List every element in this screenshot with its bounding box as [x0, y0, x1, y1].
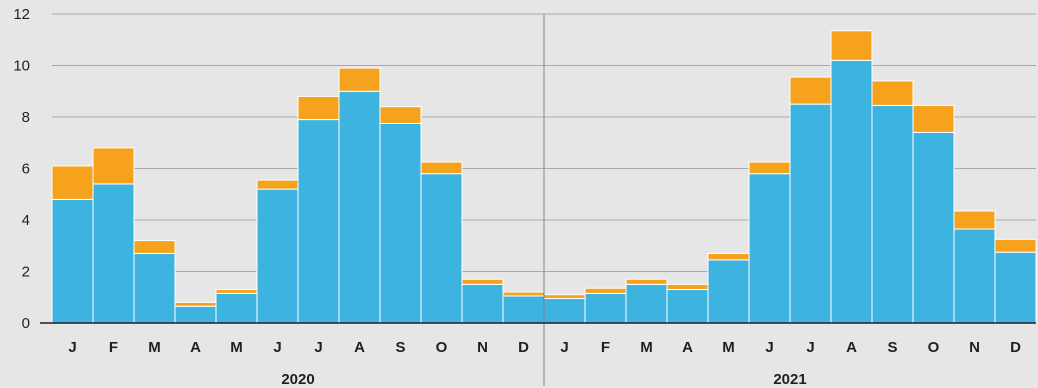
- y-tick-label: 8: [22, 109, 30, 126]
- month-label: M: [230, 339, 243, 356]
- bar-segment-series-0: [625, 283, 668, 324]
- month-label: J: [765, 339, 773, 356]
- bar-segment-series-0: [502, 295, 545, 324]
- bar-segment-series-1: [994, 238, 1037, 253]
- bar-segment-series-1: [420, 161, 463, 175]
- y-tick-label: 12: [13, 6, 30, 23]
- y-tick-label: 4: [22, 212, 30, 229]
- bar-segment-series-1: [297, 95, 340, 121]
- bar-segment-series-0: [912, 131, 955, 324]
- month-label: J: [314, 339, 322, 356]
- bar-segment-series-1: [748, 161, 791, 175]
- bar-segment-series-1: [51, 165, 94, 200]
- bar-segment-series-0: [461, 283, 504, 324]
- bar-segment-series-0: [871, 104, 914, 324]
- month-label: D: [518, 339, 529, 356]
- bar-segment-series-1: [789, 76, 832, 105]
- month-label: A: [682, 339, 693, 356]
- bar-segment-series-0: [133, 252, 176, 324]
- bar-segment-series-1: [953, 210, 996, 230]
- y-tick-label: 10: [13, 58, 30, 75]
- month-label: D: [1010, 339, 1021, 356]
- month-label: J: [273, 339, 281, 356]
- y-tick-label: 0: [22, 315, 30, 332]
- year-label: 2021: [773, 371, 806, 388]
- x-axis-year-labels: 2020 2021: [281, 371, 806, 388]
- bar-segment-series-0: [543, 298, 586, 324]
- bar-segment-series-1: [215, 289, 258, 294]
- bar-segment-series-0: [379, 122, 422, 324]
- bar-segment-series-0: [994, 251, 1037, 324]
- bar-segment-series-1: [830, 30, 873, 61]
- bar-segment-series-1: [625, 278, 668, 285]
- bar-segment-series-1: [133, 240, 176, 254]
- month-label: J: [68, 339, 76, 356]
- bar-segment-series-1: [379, 106, 422, 124]
- month-label: F: [601, 339, 610, 356]
- bar-segment-series-1: [871, 80, 914, 106]
- bar-segment-series-0: [748, 173, 791, 324]
- bar-segment-series-0: [584, 292, 627, 324]
- bar-segment-series-0: [92, 183, 135, 324]
- bar-segment-series-0: [215, 292, 258, 324]
- bar-segment-series-0: [256, 188, 299, 324]
- bar-segment-series-1: [92, 147, 135, 185]
- bar-segment-series-1: [666, 283, 709, 291]
- month-label: O: [436, 339, 448, 356]
- y-tick-label: 6: [22, 161, 30, 178]
- bar-segment-series-0: [666, 289, 709, 324]
- month-label: O: [928, 339, 940, 356]
- bar-segment-series-1: [461, 278, 504, 285]
- bar-segment-series-1: [256, 179, 299, 190]
- bar-segment-series-0: [174, 305, 217, 324]
- month-label: N: [477, 339, 488, 356]
- bar-segment-series-1: [584, 287, 627, 294]
- y-axis-tick-labels: 0 2 4 6 8 10 12: [13, 6, 30, 332]
- month-label: M: [640, 339, 653, 356]
- bar-segment-series-0: [420, 173, 463, 324]
- month-label: S: [395, 339, 405, 356]
- bar-segment-series-0: [789, 103, 832, 324]
- month-label: M: [722, 339, 735, 356]
- month-label: J: [560, 339, 568, 356]
- month-label: M: [148, 339, 161, 356]
- bar-segment-series-0: [297, 119, 340, 324]
- month-label: N: [969, 339, 980, 356]
- bar-segment-series-1: [174, 301, 217, 307]
- bar-segment-series-0: [953, 228, 996, 324]
- month-label: A: [846, 339, 857, 356]
- month-label: J: [806, 339, 814, 356]
- month-label: S: [887, 339, 897, 356]
- month-label: A: [354, 339, 365, 356]
- month-label: F: [109, 339, 118, 356]
- bar-segment-series-0: [707, 259, 750, 324]
- bars: [51, 30, 1037, 324]
- y-tick-label: 2: [22, 264, 30, 281]
- bar-segment-series-1: [912, 104, 955, 133]
- axes: [40, 14, 1036, 386]
- bar-segment-series-1: [543, 294, 586, 300]
- year-label: 2020: [281, 371, 314, 388]
- month-label: A: [190, 339, 201, 356]
- bar-segment-series-1: [338, 67, 381, 92]
- bar-segment-series-1: [707, 252, 750, 261]
- bar-segment-series-0: [830, 59, 873, 324]
- bar-segment-series-0: [338, 90, 381, 324]
- bar-segment-series-0: [51, 198, 94, 324]
- bar-segment-series-1: [502, 291, 545, 297]
